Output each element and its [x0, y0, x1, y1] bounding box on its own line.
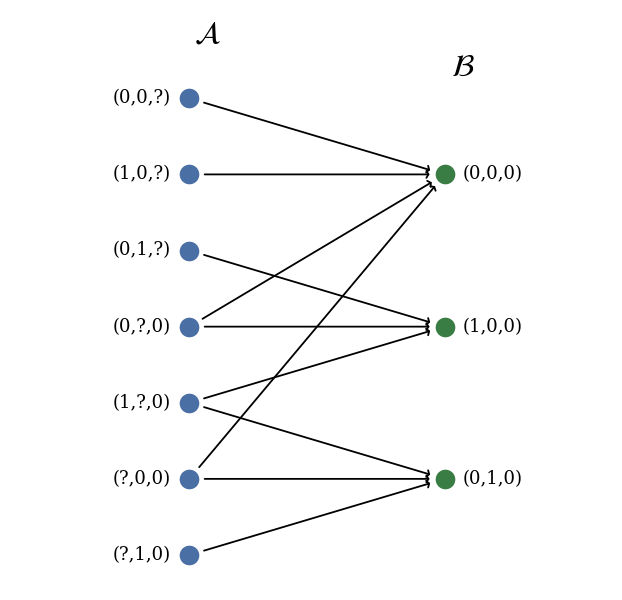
- Text: (?,1,0): (?,1,0): [113, 546, 171, 564]
- Text: (0,1,0): (0,1,0): [463, 470, 523, 488]
- Text: (0,?,0): (0,?,0): [113, 317, 171, 335]
- Text: $\mathcal{B}$: $\mathcal{B}$: [451, 52, 475, 83]
- Point: [440, 322, 450, 331]
- Text: (?,0,0): (?,0,0): [113, 470, 171, 488]
- Text: $\mathcal{A}$: $\mathcal{A}$: [194, 18, 221, 49]
- Point: [184, 170, 194, 179]
- Text: (1,0,0): (1,0,0): [463, 317, 523, 335]
- Point: [440, 474, 450, 484]
- Text: (0,0,?): (0,0,?): [113, 89, 171, 107]
- Point: [440, 170, 450, 179]
- Point: [184, 474, 194, 484]
- Text: (1,0,?): (1,0,?): [113, 166, 171, 184]
- Point: [184, 550, 194, 560]
- Text: (0,1,?): (0,1,?): [113, 242, 171, 260]
- Text: (1,?,0): (1,?,0): [113, 394, 171, 412]
- Point: [184, 246, 194, 256]
- Point: [184, 398, 194, 407]
- Point: [184, 322, 194, 331]
- Text: (0,0,0): (0,0,0): [463, 166, 523, 184]
- Point: [184, 94, 194, 103]
